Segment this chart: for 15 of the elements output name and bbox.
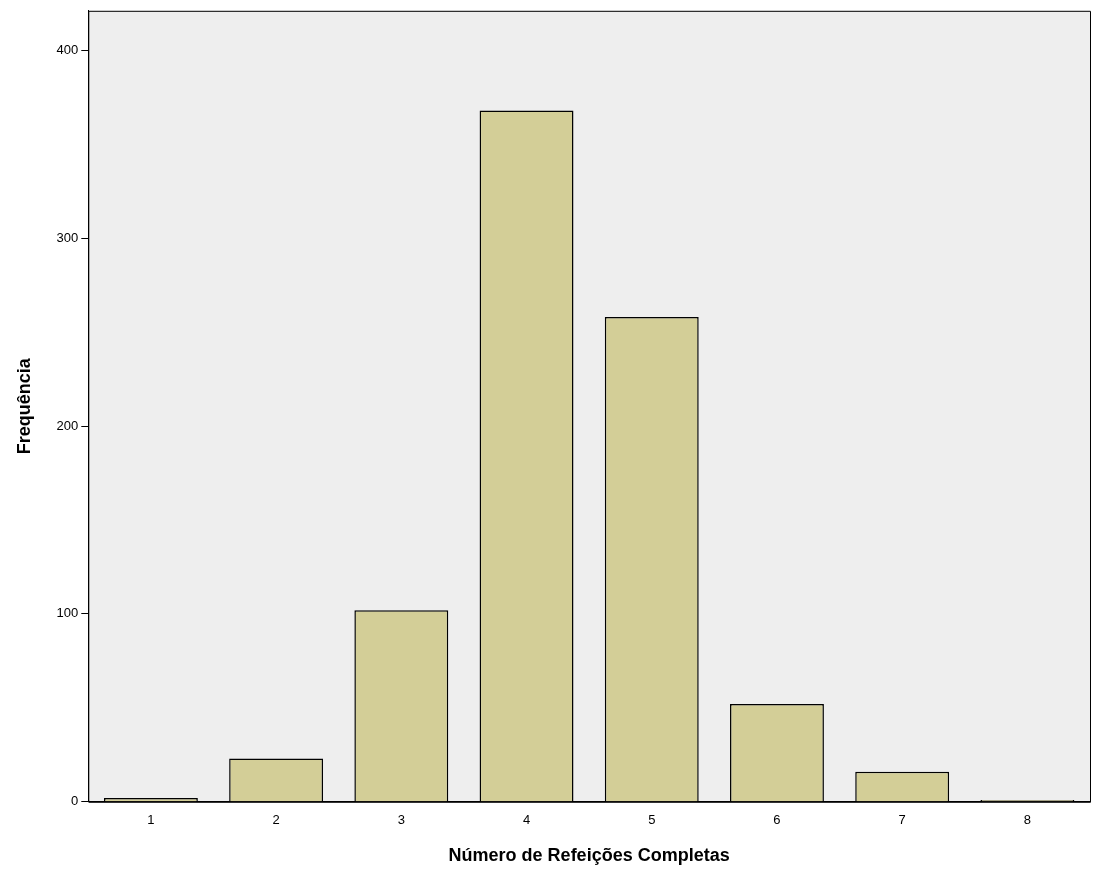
x-tick-label: 2 [272, 812, 280, 828]
y-axis-title: Frequência [13, 357, 34, 455]
y-tick-label: 0 [71, 793, 79, 809]
x-tick-label: 1 [147, 812, 155, 828]
y-tick-label: 300 [56, 229, 79, 245]
x-axis-title: Número de Refeições Completas [448, 845, 730, 866]
x-tick-label: 8 [1023, 812, 1032, 828]
x-tick-label: 3 [397, 812, 405, 828]
x-tick-label: 5 [648, 812, 656, 828]
y-tick-label: 100 [56, 605, 79, 621]
x-tick-label: 6 [773, 812, 781, 828]
x-tick-label: 4 [522, 812, 531, 828]
x-tick-label: 7 [898, 812, 906, 828]
y-tick-label: 400 [56, 41, 79, 57]
y-tick-label: 200 [56, 417, 79, 433]
